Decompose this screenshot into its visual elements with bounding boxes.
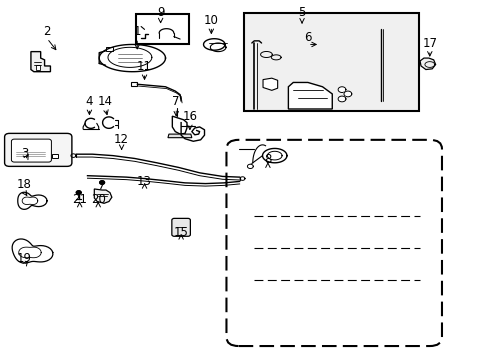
Bar	[136, 14, 188, 44]
FancyBboxPatch shape	[226, 140, 441, 346]
Polygon shape	[94, 189, 112, 203]
Text: 11: 11	[137, 60, 152, 73]
Polygon shape	[343, 91, 351, 97]
Text: 7: 7	[172, 95, 180, 108]
Polygon shape	[31, 51, 50, 72]
Polygon shape	[419, 58, 435, 69]
Text: 20: 20	[91, 193, 105, 206]
Text: 12: 12	[114, 133, 129, 146]
Polygon shape	[247, 164, 253, 168]
Polygon shape	[262, 148, 286, 163]
Text: 13: 13	[137, 175, 152, 188]
Polygon shape	[76, 191, 81, 194]
Text: 3: 3	[21, 147, 29, 160]
Text: 1: 1	[133, 25, 141, 39]
Text: 4: 4	[85, 95, 93, 108]
Polygon shape	[172, 116, 186, 134]
Text: 9: 9	[157, 6, 164, 19]
Text: 5: 5	[298, 6, 305, 19]
Text: 21: 21	[72, 193, 87, 206]
FancyBboxPatch shape	[171, 219, 190, 236]
Text: 18: 18	[17, 179, 31, 192]
Polygon shape	[36, 65, 40, 69]
Text: 17: 17	[422, 37, 436, 50]
Polygon shape	[167, 134, 191, 138]
Text: 19: 19	[17, 252, 32, 265]
Text: 6: 6	[304, 31, 311, 44]
Text: 8: 8	[264, 153, 271, 166]
Polygon shape	[337, 87, 345, 93]
Text: 16: 16	[182, 110, 197, 123]
FancyBboxPatch shape	[11, 139, 51, 162]
Polygon shape	[52, 154, 58, 158]
Text: 14: 14	[98, 95, 113, 108]
FancyBboxPatch shape	[4, 134, 72, 166]
Bar	[244, 13, 418, 111]
Polygon shape	[100, 181, 104, 184]
Polygon shape	[337, 96, 345, 102]
Polygon shape	[131, 82, 137, 86]
Polygon shape	[288, 82, 331, 109]
Text: 10: 10	[203, 14, 218, 27]
Text: 15: 15	[173, 226, 188, 239]
Text: 2: 2	[43, 25, 51, 39]
Polygon shape	[263, 78, 277, 90]
